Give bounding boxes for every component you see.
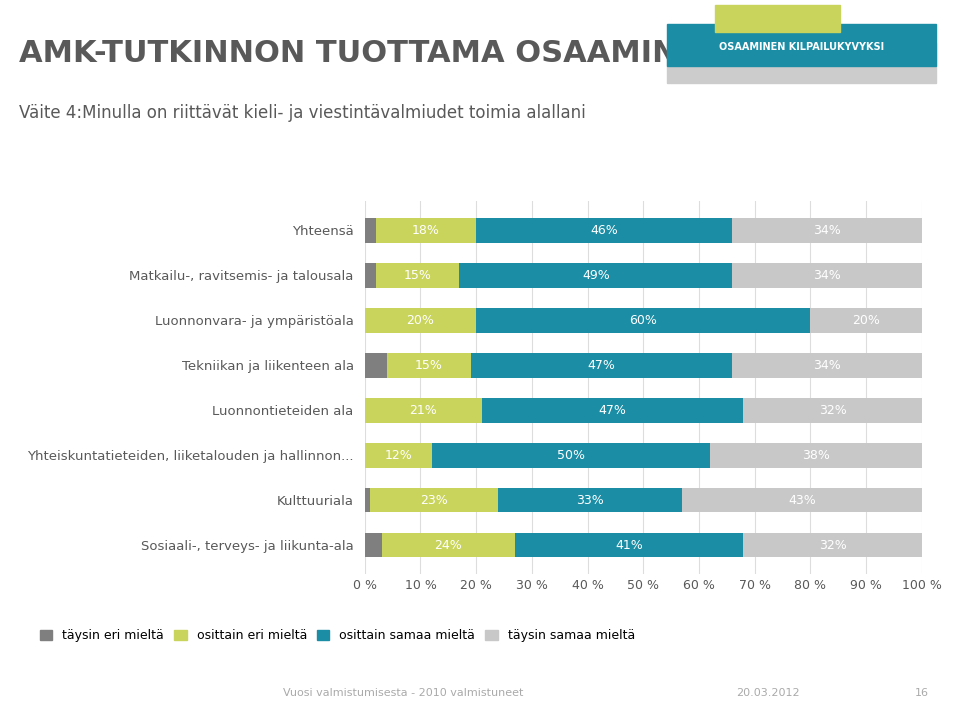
Bar (365, 308, 476, 332)
Text: 43%: 43% (788, 493, 816, 507)
Text: AMK-TUTKINNON TUOTTAMA OSAAMINEN: AMK-TUTKINNON TUOTTAMA OSAAMINEN (19, 39, 724, 68)
Bar (732, 218, 922, 243)
Bar (371, 488, 498, 513)
Text: 21%: 21% (409, 404, 437, 416)
Text: 24%: 24% (435, 538, 462, 551)
Text: 20%: 20% (406, 314, 435, 327)
Bar (810, 308, 922, 332)
Legend: täysin eri mieltä, osittain eri mieltä, osittain samaa mieltä, täysin samaa miel: täysin eri mieltä, osittain eri mieltä, … (39, 629, 635, 642)
Text: 20%: 20% (852, 314, 880, 327)
Bar (732, 353, 922, 378)
Bar (365, 353, 387, 378)
Bar (460, 263, 732, 288)
Bar (516, 533, 743, 557)
Text: 34%: 34% (813, 269, 841, 282)
Bar (365, 218, 376, 243)
Text: 50%: 50% (557, 449, 585, 462)
Text: 32%: 32% (819, 404, 847, 416)
Text: Vuosi valmistumisesta - 2010 valmistuneet: Vuosi valmistumisesta - 2010 valmistunee… (283, 689, 523, 699)
Text: 49%: 49% (582, 269, 610, 282)
Bar (710, 443, 922, 467)
Text: 60%: 60% (629, 314, 658, 327)
Text: 12%: 12% (384, 449, 412, 462)
Bar (476, 218, 732, 243)
Bar (381, 533, 516, 557)
Bar (365, 263, 376, 288)
Bar (732, 263, 922, 288)
Text: 47%: 47% (599, 404, 627, 416)
Text: 38%: 38% (802, 449, 829, 462)
Text: Väite 4:Minulla on riittävät kieli- ja viestintävalmiudet toimia alallani: Väite 4:Minulla on riittävät kieli- ja v… (19, 104, 586, 122)
Bar (743, 398, 922, 423)
Bar (476, 308, 810, 332)
Text: 20.03.2012: 20.03.2012 (736, 689, 800, 699)
Bar (376, 263, 460, 288)
Text: 34%: 34% (813, 224, 841, 237)
Text: 34%: 34% (813, 359, 841, 372)
Text: 33%: 33% (576, 493, 604, 507)
Text: 47%: 47% (588, 359, 615, 372)
Bar (432, 443, 710, 467)
Text: 15%: 15% (415, 359, 443, 372)
Bar (365, 398, 482, 423)
Bar (365, 443, 432, 467)
Text: 16: 16 (915, 689, 928, 699)
Bar (470, 353, 732, 378)
Text: 15%: 15% (404, 269, 432, 282)
Text: 46%: 46% (590, 224, 618, 237)
Bar (683, 488, 922, 513)
Bar (376, 218, 476, 243)
Text: 18%: 18% (412, 224, 440, 237)
Bar (482, 398, 743, 423)
Bar (498, 488, 683, 513)
Text: 23%: 23% (420, 493, 448, 507)
Bar (365, 533, 381, 557)
Text: 41%: 41% (615, 538, 643, 551)
Text: 32%: 32% (819, 538, 847, 551)
Text: OSAAMINEN KILPAILUKYVYKSI: OSAAMINEN KILPAILUKYVYKSI (719, 42, 884, 52)
Bar (365, 488, 371, 513)
Bar (743, 533, 922, 557)
Bar (387, 353, 470, 378)
